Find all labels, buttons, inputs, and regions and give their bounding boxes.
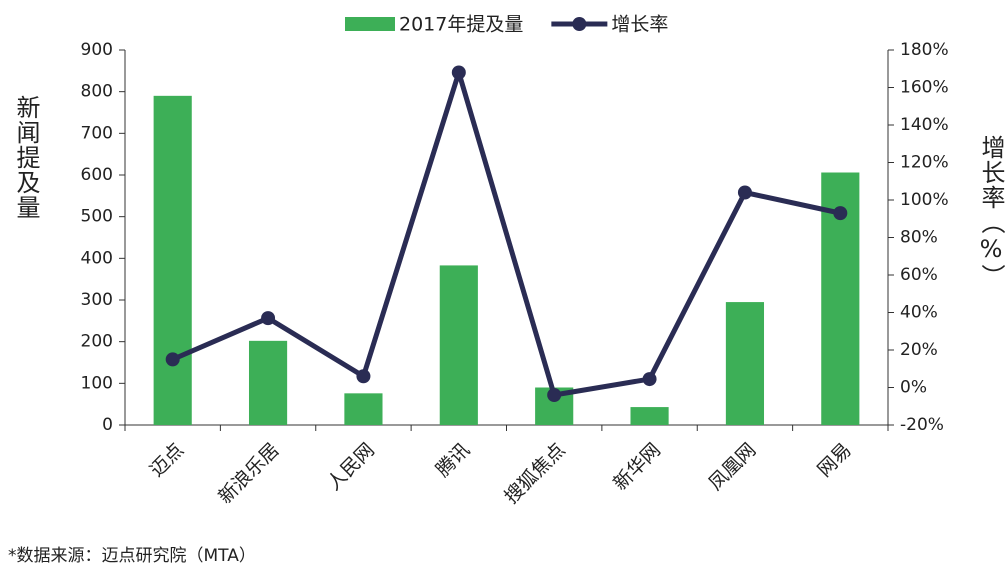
y2-tick-label: 140% bbox=[900, 115, 949, 135]
y2-tick-label: 120% bbox=[900, 153, 949, 173]
bar bbox=[439, 265, 478, 425]
y-tick-label: 600 bbox=[81, 165, 113, 185]
x-tick-label: 凤凰网 bbox=[704, 439, 760, 495]
y2-tick-label: 0% bbox=[900, 378, 927, 398]
y-tick-label: 500 bbox=[81, 207, 113, 227]
bar bbox=[248, 340, 288, 425]
line-marker bbox=[165, 352, 180, 367]
line-marker bbox=[451, 65, 466, 80]
bar bbox=[344, 393, 383, 425]
y-tick-label: 900 bbox=[81, 40, 113, 60]
x-tick-label: 搜狐焦点 bbox=[500, 439, 569, 508]
y2-tick-label: 100% bbox=[900, 190, 949, 210]
x-tick-label: 新浪乐居 bbox=[214, 439, 283, 508]
footnote: *数据来源：迈点研究院（MTA） bbox=[8, 546, 256, 566]
y-tick-label: 0 bbox=[102, 415, 113, 435]
legend-swatch bbox=[345, 17, 395, 31]
legend-label: 增长率 bbox=[611, 14, 668, 36]
y2-tick-label: 60% bbox=[900, 265, 938, 285]
y2-tick-label: 40% bbox=[900, 303, 938, 323]
line-marker bbox=[356, 369, 371, 384]
y2-tick-label: 20% bbox=[900, 340, 938, 360]
y-tick-label: 200 bbox=[81, 332, 113, 352]
x-tick-label: 腾讯 bbox=[432, 439, 474, 481]
y2-axis-title: 增长率（%） bbox=[977, 135, 1005, 289]
legend-label: 2017年提及量 bbox=[399, 14, 523, 36]
bar bbox=[725, 302, 765, 425]
x-tick-label: 迈点 bbox=[146, 439, 188, 481]
line-marker bbox=[261, 311, 276, 326]
y2-tick-label: 180% bbox=[900, 40, 949, 60]
legend-swatch bbox=[572, 17, 587, 31]
line bbox=[171, 70, 841, 398]
line-marker bbox=[737, 185, 752, 200]
y-tick-label: 700 bbox=[81, 123, 113, 143]
y2-tick-label: 160% bbox=[900, 78, 949, 98]
x-tick-label: 新华网 bbox=[609, 439, 665, 495]
y2-tick-label: 80% bbox=[900, 228, 938, 248]
y-tick-label: 800 bbox=[81, 82, 113, 102]
line-marker bbox=[833, 206, 848, 221]
x-tick-label: 人民网 bbox=[323, 439, 379, 495]
y-tick-label: 100 bbox=[81, 373, 113, 393]
bar bbox=[630, 407, 669, 425]
y-tick-label: 400 bbox=[81, 248, 113, 268]
line-marker bbox=[642, 372, 657, 387]
bar bbox=[153, 95, 192, 425]
x-tick-label: 网易 bbox=[813, 439, 855, 481]
y-axis-title: 新闻提及量 bbox=[12, 95, 40, 220]
line-marker bbox=[547, 388, 562, 402]
y-tick-label: 300 bbox=[81, 290, 113, 310]
y2-tick-label: -20% bbox=[900, 415, 944, 435]
